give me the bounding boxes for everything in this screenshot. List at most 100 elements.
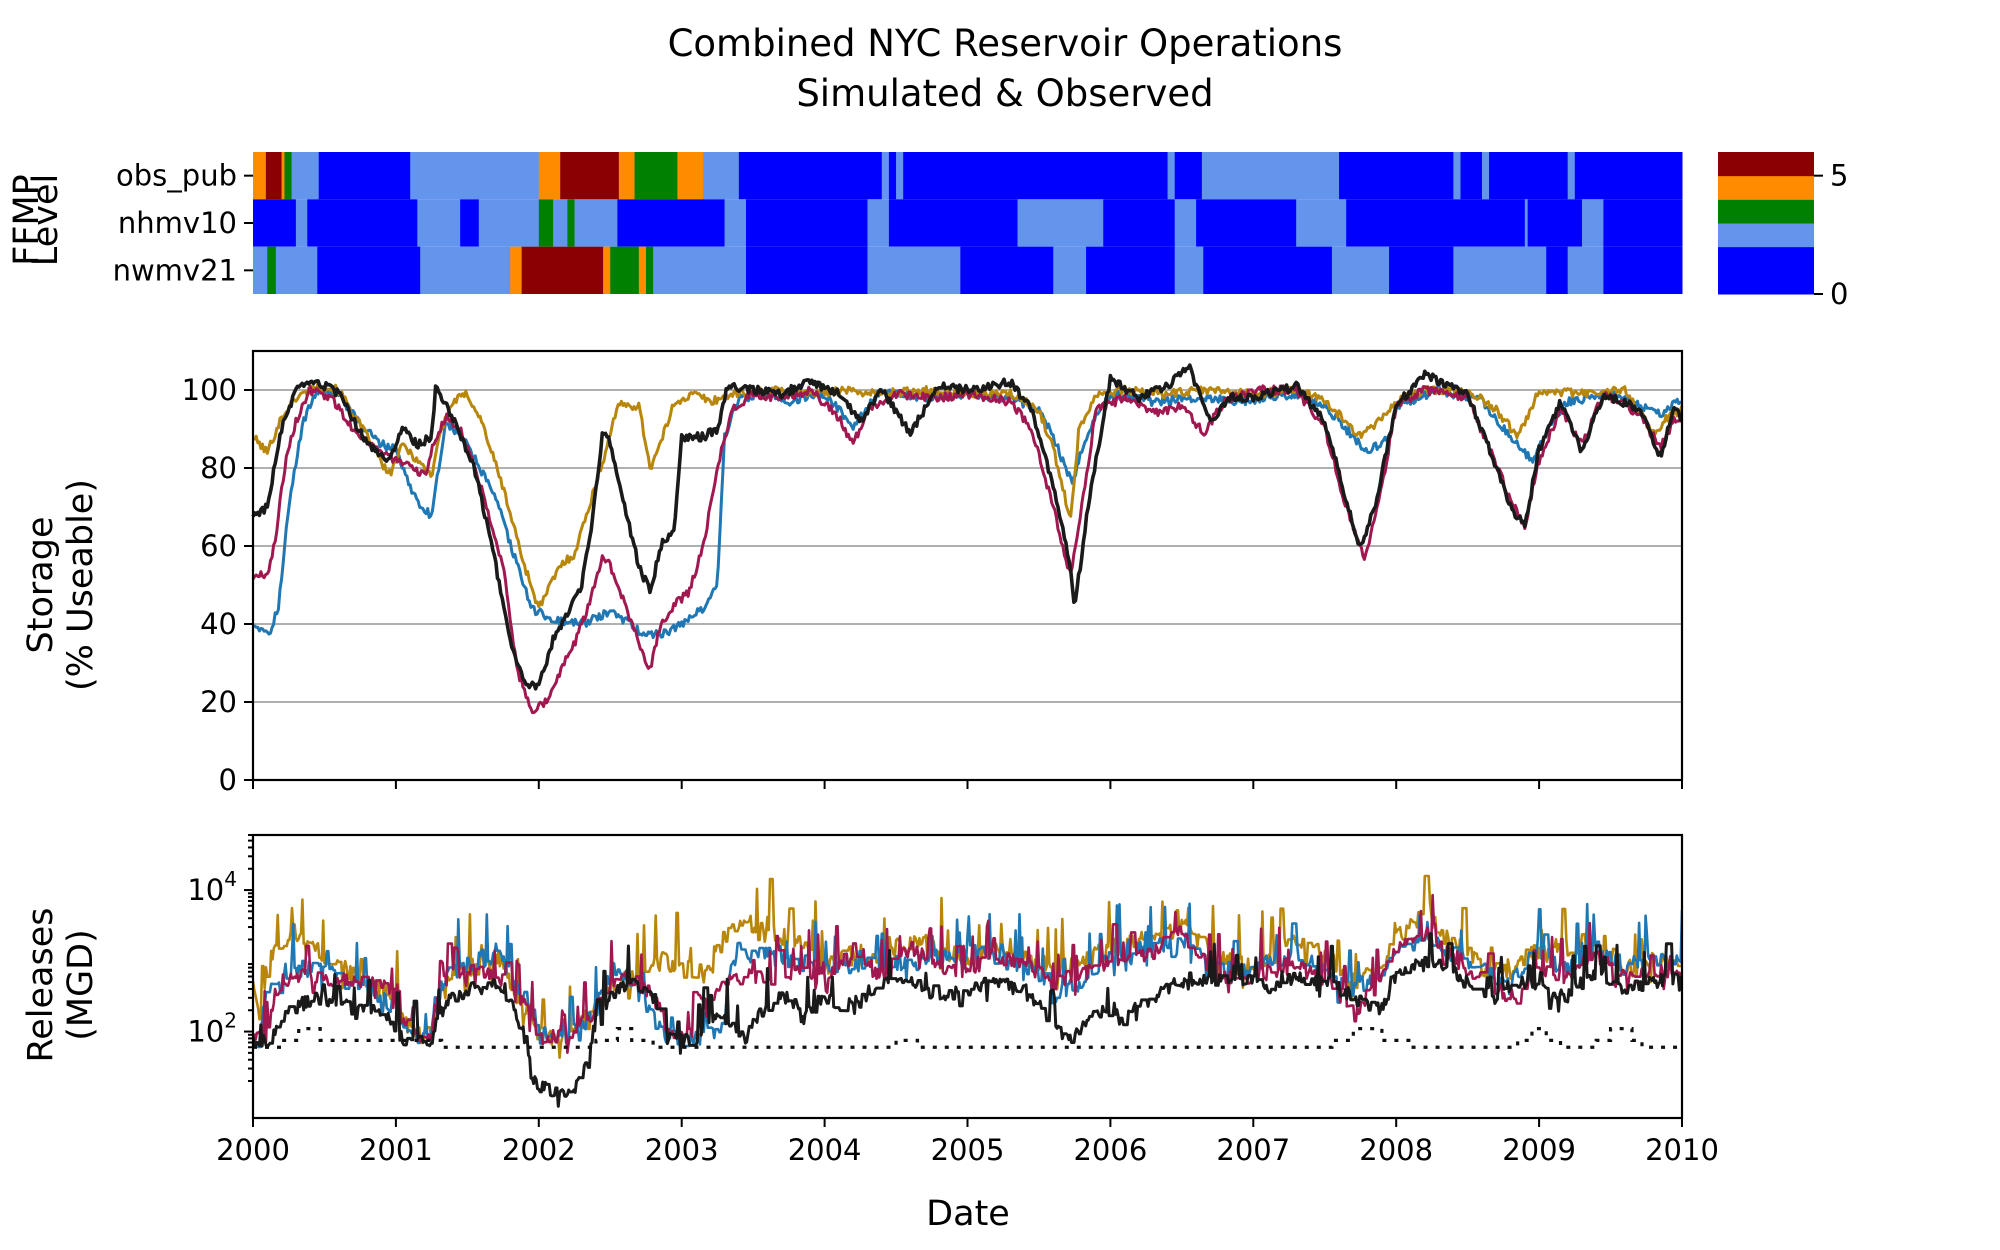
heatmap-cell: [896, 152, 904, 200]
heatmap-cell: [281, 152, 285, 200]
heatmap-cell: [1174, 246, 1204, 294]
storage-ylabel-line2: (% Useable): [61, 479, 101, 691]
heatmap-cell: [521, 246, 604, 294]
heatmap-cell: [1460, 152, 1483, 200]
heatmap-cell: [653, 246, 747, 294]
releases-ytick-label: 102: [187, 1009, 237, 1049]
releases-ylabel-line1: Releases: [21, 908, 61, 1063]
heatmap-cell: [1603, 246, 1683, 294]
storage-ytick-label: 0: [219, 763, 237, 797]
heatmap-cell: [1453, 152, 1462, 200]
heatmap-ylabel-line1: FFMP: [7, 174, 47, 266]
storage-ylabel-line1: Storage: [21, 517, 61, 654]
heatmap-cell: [291, 152, 320, 200]
colorbar-segment: [1718, 223, 1814, 248]
heatmap-cell: [618, 152, 636, 200]
storage-axes-frame: [251, 349, 1684, 782]
heatmap-cell: [1017, 199, 1104, 247]
heatmap-cell: [1331, 246, 1390, 294]
storage-ytick-label: 80: [200, 451, 237, 485]
heatmap-cell: [638, 246, 647, 294]
heatmap-cell: [253, 246, 268, 294]
heatmap-cell: [634, 152, 678, 200]
releases-xtick-label: 2001: [359, 1133, 433, 1167]
heatmap-cell: [574, 199, 618, 247]
heatmap-cell: [888, 152, 897, 200]
heatmap-cell: [867, 246, 961, 294]
heatmap-cell: [307, 199, 418, 247]
heatmap-cell: [645, 246, 654, 294]
storage-ytick-label: 60: [200, 529, 237, 563]
storage-ytick-label: 20: [200, 685, 237, 719]
heatmap-cell: [478, 199, 540, 247]
releases-xtick-label: 2008: [1359, 1133, 1433, 1167]
heatmap-cell: [724, 199, 747, 247]
heatmap-cell: [553, 199, 568, 247]
heatmap-cell: [538, 152, 561, 200]
releases-xtick-label: 2010: [1645, 1133, 1719, 1167]
heatmap-cell: [538, 199, 554, 247]
releases-xtick-label: 2004: [788, 1133, 862, 1167]
heatmap-cell: [460, 199, 480, 247]
heatmap-cell: [253, 199, 297, 247]
heatmap-cell: [1053, 246, 1087, 294]
heatmap-cell: [317, 246, 421, 294]
releases-chart: 102 104 2000 2001 2002 2003 2004 2005 2006 2007 20…: [187, 833, 1719, 1167]
heatmap-cell: [1201, 152, 1340, 200]
heatmap-row-label: nwmv21: [113, 253, 237, 287]
heatmap-cell: [510, 246, 523, 294]
heatmap-cell: [560, 152, 620, 200]
storage-series-line: [252, 381, 1684, 609]
storage-series-line: [252, 385, 1683, 640]
heatmap-cell: [703, 152, 740, 200]
heatmap-cell: [417, 199, 461, 247]
releases-ylabel-line2: (MGD): [61, 929, 101, 1041]
heatmap-cell: [881, 152, 890, 200]
ffmp-level-colorbar: 05: [1718, 152, 1848, 311]
releases-ytick-label: 104: [187, 867, 237, 907]
heatmap-cell: [1527, 199, 1583, 247]
heatmap-cell: [1524, 199, 1529, 247]
x-axis-title: Date: [926, 1194, 1010, 1234]
heatmap-cell: [1481, 152, 1490, 200]
heatmap-cell: [267, 246, 277, 294]
colorbar-segment: [1718, 270, 1814, 295]
releases-xtick-label: 2006: [1073, 1133, 1147, 1167]
heatmap-cell: [265, 152, 283, 200]
colorbar-segment: [1718, 246, 1814, 271]
heatmap-cell: [1489, 152, 1569, 200]
heatmap-row-label: nhmv10: [118, 206, 237, 240]
releases-xtick-label: 2007: [1216, 1133, 1290, 1167]
heatmap-cell: [677, 152, 704, 200]
releases-series-line: [253, 902, 1682, 1049]
releases-xtick-label: 2002: [502, 1133, 576, 1167]
heatmap-cell: [1574, 152, 1683, 200]
releases-xtick-label: 2005: [931, 1133, 1005, 1167]
heatmap-cell: [1567, 246, 1604, 294]
heatmap-cell: [1603, 199, 1683, 247]
heatmap-cell: [903, 152, 1169, 200]
storage-series-line: [251, 363, 1683, 691]
heatmap-cell: [1453, 246, 1547, 294]
colorbar-tick-label: 0: [1830, 277, 1848, 311]
colorbar-segment: [1718, 152, 1814, 177]
heatmap-cell: [738, 152, 883, 200]
storage-ytick-label: 100: [182, 373, 237, 407]
releases-xtick-label: 2000: [216, 1133, 290, 1167]
heatmap-cell: [567, 199, 576, 247]
heatmap-cell: [1581, 199, 1604, 247]
heatmap-cell: [960, 246, 1054, 294]
heatmap-cell: [1389, 246, 1454, 294]
releases-axes-frame: [251, 833, 1684, 1120]
chart-title-line2: Simulated & Observed: [796, 72, 1213, 115]
releases-ytick-exponent: 2: [224, 1009, 237, 1033]
heatmap-cell: [1339, 152, 1454, 200]
chart-title-line1: Combined NYC Reservoir Operations: [668, 22, 1343, 65]
heatmap-cell: [1346, 199, 1526, 247]
heatmap-cell: [746, 199, 868, 247]
heatmap-cell: [888, 199, 1019, 247]
heatmap-cell: [603, 246, 611, 294]
heatmap-cell: [410, 152, 540, 200]
releases-series-line: [253, 893, 1682, 1054]
heatmap-cell: [746, 246, 868, 294]
